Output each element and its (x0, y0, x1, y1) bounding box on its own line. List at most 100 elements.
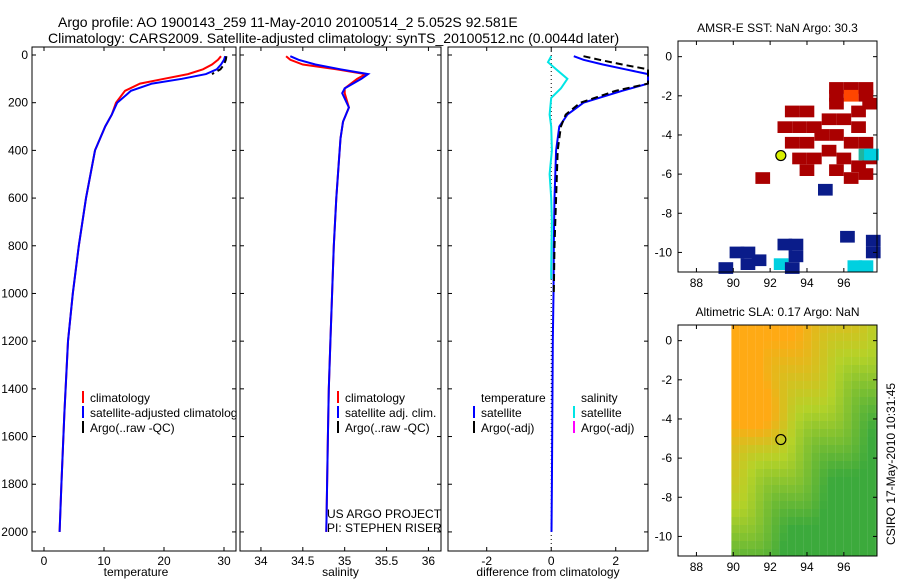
sla-cell (771, 533, 780, 541)
sla-cell (835, 469, 844, 477)
sla-cell (739, 445, 748, 453)
sla-cell (755, 477, 764, 485)
sla-cell (787, 493, 796, 501)
temp-legend-entry: satellite-adjusted climatolog (90, 406, 237, 420)
sla-cell (795, 405, 804, 413)
sla-cell (875, 445, 877, 453)
sla-cell (747, 373, 756, 381)
sal-legend-entry: climatology (345, 391, 405, 405)
sla-cell (787, 349, 796, 357)
sla-cell (827, 509, 836, 517)
sla-cell (755, 509, 764, 517)
sla-cell (755, 485, 764, 493)
sla-cell (867, 381, 876, 389)
sla-cell (843, 477, 852, 485)
sst-cell (843, 172, 859, 184)
sla-cell (795, 541, 804, 549)
sal-legend-entry: satellite adj. clim. (345, 406, 436, 420)
sla-cell (867, 445, 876, 453)
sla-cell (739, 469, 748, 477)
sla-cell (875, 509, 877, 517)
sla-cell (811, 389, 820, 397)
temp-ytick-label: 400 (8, 143, 28, 157)
sla-cell (763, 365, 772, 373)
sla-cell (819, 533, 828, 541)
sst-ytick-label: -2 (661, 89, 672, 103)
sla-cell (819, 381, 828, 389)
sla-cell (851, 429, 860, 437)
sla-cell (771, 549, 780, 556)
sla-cell (739, 413, 748, 421)
sla-cell (795, 357, 804, 365)
sla-cell (875, 541, 877, 549)
diff-sal-legend-entry: salinity (581, 391, 618, 405)
sla-cell (747, 501, 756, 509)
sla-cell (803, 493, 812, 501)
sla-cell (867, 413, 876, 421)
sla-cell (875, 533, 877, 541)
sst-cell (740, 246, 756, 259)
sst-cell (858, 82, 874, 94)
sla-cell (835, 389, 844, 397)
sla-cell (875, 349, 877, 357)
sst-cell (755, 172, 771, 184)
sla-cell (875, 453, 877, 461)
sla-cell (803, 533, 812, 541)
sst-ytick-label: -8 (661, 206, 672, 220)
sla-cell (731, 373, 740, 381)
sla-cell (843, 461, 852, 469)
sla-cell (771, 525, 780, 533)
sla-cell (859, 477, 868, 485)
sla-cell (779, 325, 788, 333)
sla-cell (747, 493, 756, 501)
diff-xtick-label: -2 (481, 554, 492, 568)
sla-cell (851, 469, 860, 477)
temp-legend-entry: Argo(..raw -QC) (90, 421, 175, 435)
sla-cell (787, 325, 796, 333)
sla-cell (779, 541, 788, 549)
sla-cell (803, 477, 812, 485)
sla-cell (755, 541, 764, 549)
diff-temp-legend-entry: satellite (481, 406, 522, 420)
sla-cell (835, 453, 844, 461)
sla-cell (763, 389, 772, 397)
sla-cell (787, 509, 796, 517)
sal-legend-entry: Argo(..raw -QC) (345, 421, 430, 435)
sla-cell (867, 349, 876, 357)
sla-cell (875, 373, 877, 381)
sla-cell (811, 349, 820, 357)
sla-cell (731, 469, 740, 477)
sla-cell (747, 517, 756, 525)
sla-cell (851, 525, 860, 533)
sla-cell (803, 333, 812, 341)
sla-cell (731, 429, 740, 437)
sla-cell (875, 517, 877, 525)
sla-cell (771, 461, 780, 469)
sla-cell (747, 549, 756, 556)
sst-cell (788, 238, 804, 251)
sla-title: Altimetric SLA: 0.17 Argo: NaN (695, 305, 859, 319)
sla-cell (835, 349, 844, 357)
sla-cell (787, 445, 796, 453)
sla-cell (851, 381, 860, 389)
diff-temp-legend-entry: Argo(-adj) (481, 421, 534, 435)
sla-cell (747, 389, 756, 397)
sla-cell (779, 445, 788, 453)
sla-cell (747, 397, 756, 405)
sla-cell (835, 493, 844, 501)
sla-cell (811, 341, 820, 349)
sst-cell (807, 121, 822, 133)
sla-cell (867, 397, 876, 405)
sla-cell (739, 453, 748, 461)
temp-xtick-label: 10 (97, 554, 111, 568)
diff-series-2 (552, 55, 649, 294)
temp-xtick-label: 0 (41, 554, 48, 568)
sla-cell (771, 341, 780, 349)
sla-cell (811, 533, 820, 541)
sla-cell (811, 381, 820, 389)
sla-cell (747, 325, 756, 333)
sla-cell (747, 461, 756, 469)
sla-cell (843, 333, 852, 341)
sla-cell (739, 341, 748, 349)
sla-cell (843, 429, 852, 437)
